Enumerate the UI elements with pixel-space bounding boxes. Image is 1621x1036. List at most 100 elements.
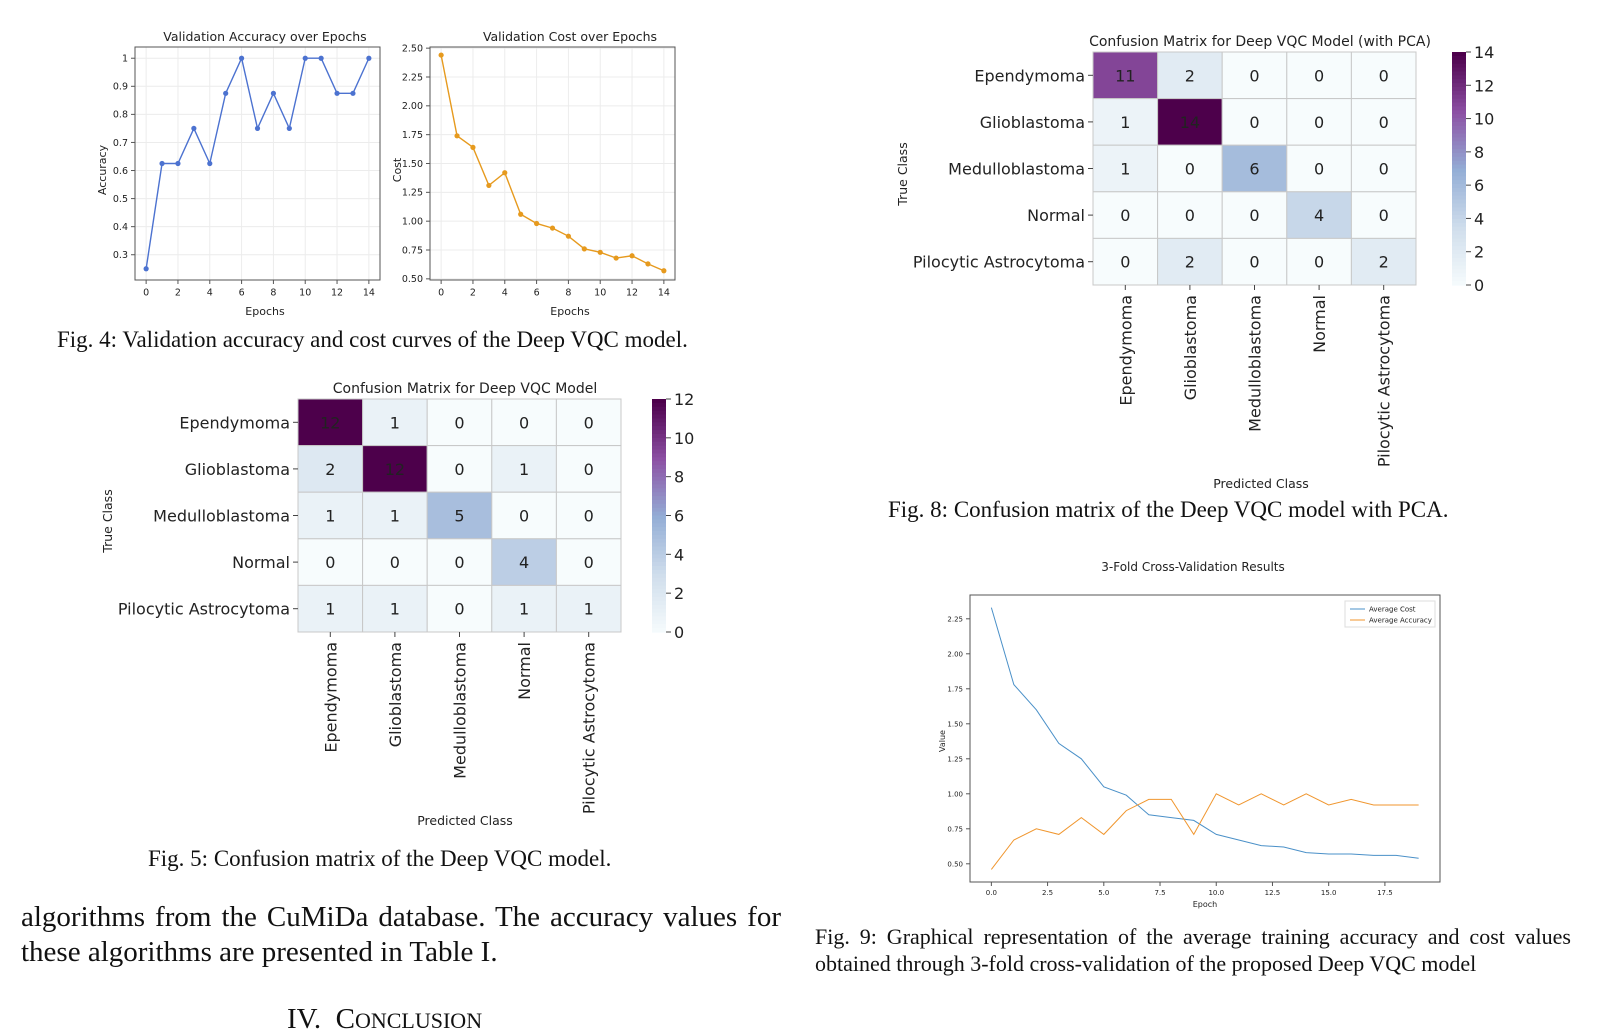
- colorbar-segment: [652, 476, 666, 482]
- colorbar-segment: [652, 472, 666, 478]
- colorbar-segment: [652, 441, 666, 447]
- row-label: Glioblastoma: [980, 113, 1085, 132]
- colorbar-segment: [652, 496, 666, 501]
- x-tick-label: 5.0: [1098, 889, 1109, 897]
- y-tick-label: 2.25: [947, 615, 963, 623]
- colorbar-segment: [652, 426, 666, 431]
- data-point: [207, 160, 213, 167]
- accuracy-chart-title: Validation Accuracy over Epochs: [163, 29, 366, 44]
- colorbar-tick-label: 12: [674, 390, 694, 409]
- x-tick-label: 0.0: [986, 889, 997, 897]
- data-point: [191, 125, 197, 132]
- colorbar-segment: [652, 422, 666, 427]
- heatmap-cell: [1092, 144, 1159, 193]
- cost-y-label: Cost: [391, 157, 404, 182]
- colorbar-segment: [1452, 195, 1466, 201]
- cell-value: 0: [584, 553, 594, 572]
- heatmap-cell: [491, 538, 557, 586]
- heatmap-cell: [297, 398, 364, 447]
- cell-value: 0: [1379, 206, 1389, 225]
- confusion-matrix-chart: Confusion Matrix for Deep VQC Model 12 1 0…: [100, 381, 694, 828]
- heatmap-cell: [1286, 191, 1352, 239]
- cell-value: 2: [1379, 253, 1389, 272]
- colorbar-segment: [652, 507, 666, 513]
- row-label: Glioblastoma: [185, 460, 290, 479]
- colorbar-segment: [1452, 222, 1466, 228]
- colorbar-segment: [1452, 129, 1466, 135]
- y-tick-label: 1.50: [402, 159, 423, 170]
- row-label: Ependymoma: [974, 66, 1085, 85]
- data-point: [238, 55, 245, 61]
- heatmap-cell: [1221, 51, 1288, 100]
- cell-value: 0: [1379, 160, 1389, 179]
- data-point: [270, 90, 277, 96]
- y-tick-label: 0.75: [402, 245, 423, 256]
- data-point: [486, 182, 492, 189]
- y-tick-label: 2.00: [402, 101, 423, 112]
- row-label: Ependymoma: [179, 413, 290, 432]
- y-tick-label: 1.50: [947, 720, 963, 728]
- y-tick-label: 1.75: [402, 130, 423, 141]
- y-tick-label: 0.50: [402, 274, 423, 285]
- legend-label: Average Cost: [1369, 606, 1416, 614]
- colorbar-segment: [652, 414, 666, 420]
- colorbar-segment: [652, 492, 666, 497]
- heatmap-cell: [1092, 51, 1159, 100]
- colorbar-segment: [652, 453, 666, 458]
- heatmap-cell: [1092, 98, 1159, 146]
- accuracy-line-chart: Validation Accuracy over Epochs 0 2 4 6 8 10 1…: [96, 29, 381, 318]
- section-title-rest: ONCLUSION: [354, 1008, 483, 1033]
- cm5-title: Confusion Matrix for Deep VQC Model: [333, 381, 598, 397]
- colorbar-segment: [652, 527, 666, 532]
- data-point: [518, 211, 524, 217]
- cell-value: 0: [325, 553, 335, 572]
- colorbar-segment: [652, 515, 666, 520]
- colorbar-segment: [652, 538, 666, 544]
- row-label: Normal: [1027, 206, 1085, 225]
- colorbar-segment: [652, 542, 666, 548]
- data-point: [254, 125, 261, 132]
- data-point: [661, 268, 667, 274]
- colorbar-segment: [652, 546, 666, 552]
- data-point: [454, 133, 460, 139]
- heatmap-cell: [555, 491, 622, 540]
- y-tick-label: 2.50: [402, 43, 423, 54]
- data-point: [286, 125, 292, 132]
- colorbar-tick-label: 2: [674, 584, 684, 603]
- cell-value: 0: [584, 507, 594, 526]
- y-tick-label: 0.4: [113, 222, 128, 233]
- x-tick-label: 12: [331, 288, 343, 299]
- cell-value: 6: [1249, 160, 1259, 179]
- colorbar-segment: [1452, 261, 1466, 267]
- colorbar-segment: [1452, 265, 1466, 271]
- colorbar-segment: [1452, 176, 1466, 181]
- colorbar-segment: [652, 531, 666, 536]
- heatmap-cell: [297, 491, 364, 540]
- cell-value: 0: [454, 600, 464, 619]
- colorbar-tick-label: 2: [1474, 243, 1484, 262]
- colorbar-segment: [1452, 164, 1466, 170]
- data-point: [175, 160, 181, 167]
- data-point: [438, 52, 444, 58]
- heatmap-cell: [491, 398, 557, 447]
- colorbar-segment: [1452, 203, 1466, 208]
- colorbar-segment: [1452, 79, 1466, 84]
- y-tick-label: 0.8: [113, 110, 128, 121]
- x-tick-label: 4: [207, 288, 213, 299]
- colorbar-segment: [1452, 86, 1466, 92]
- col-label: Glioblastoma: [386, 642, 405, 747]
- row-label: Pilocytic Astrocytoma: [913, 253, 1085, 272]
- heatmap-cell: [1157, 237, 1223, 286]
- colorbar-segment: [1452, 238, 1466, 243]
- cell-value: 0: [1314, 160, 1324, 179]
- x-tick-label: 10: [299, 288, 311, 299]
- legend-box: [1344, 600, 1436, 628]
- colorbar-segment: [1452, 234, 1466, 239]
- data-point: [502, 170, 508, 176]
- colorbar-segment: [1452, 172, 1466, 177]
- colorbar-segment: [652, 523, 666, 528]
- x-tick-label: 8: [565, 288, 571, 299]
- cell-value: 1: [1120, 160, 1130, 179]
- colorbar-segment: [1452, 180, 1466, 185]
- colorbar-segment: [1452, 253, 1466, 259]
